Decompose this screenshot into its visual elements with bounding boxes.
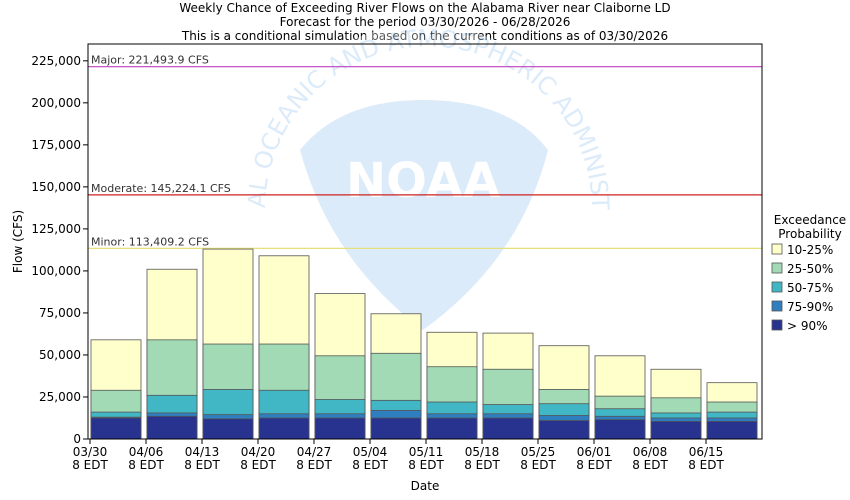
y-tick-label-1: 25,000	[39, 390, 81, 404]
bar-7-series-0	[482, 417, 534, 440]
bar-10-series-0	[650, 420, 702, 440]
y-tick-label-0: 0	[73, 432, 81, 446]
y-tick-label-6: 150,000	[31, 180, 81, 194]
plot-frame	[87, 43, 763, 440]
x-tick-label-11: 06/15	[689, 445, 724, 459]
x-tick-sublabel-4: 8 EDT	[296, 458, 332, 472]
x-tick-label-1: 04/06	[129, 445, 164, 459]
bar-8-series-0	[538, 420, 590, 440]
legend-swatch-1	[771, 262, 783, 274]
bar-9-series-0	[594, 419, 646, 440]
legend-swatch-0	[771, 243, 783, 255]
x-tick-label-3: 04/20	[241, 445, 276, 459]
legend-swatch-2	[771, 281, 783, 293]
threshold-label-0: Major: 221,493.9 CFS	[91, 54, 209, 67]
x-tick-sublabel-5: 8 EDT	[352, 458, 388, 472]
legend-title-line-1: Exceedance	[774, 213, 846, 227]
legend-label-3: 75-90%	[787, 300, 833, 314]
chart-title: Weekly Chance of Exceeding River Flows o…	[179, 1, 671, 15]
x-tick-label-9: 06/01	[577, 445, 612, 459]
legend-label-2: 50-75%	[787, 281, 833, 295]
x-tick-label-0: 03/30	[73, 445, 108, 459]
bar-6-series-0	[426, 417, 478, 440]
x-tick-sublabel-7: 8 EDT	[464, 458, 500, 472]
legend-label-4: > 90%	[787, 319, 828, 333]
x-tick-label-4: 04/27	[297, 445, 332, 459]
x-tick-sublabel-8: 8 EDT	[520, 458, 556, 472]
x-tick-sublabel-3: 8 EDT	[240, 458, 276, 472]
legend-title-line-2: Probability	[778, 227, 841, 241]
x-tick-label-7: 05/18	[465, 445, 500, 459]
threshold-label-2: Minor: 113,409.2 CFS	[91, 235, 209, 248]
y-tick-label-7: 175,000	[31, 138, 81, 152]
x-tick-label-10: 06/08	[633, 445, 668, 459]
x-tick-sublabel-11: 8 EDT	[688, 458, 724, 472]
y-tick-label-3: 75,000	[39, 306, 81, 320]
x-tick-sublabel-9: 8 EDT	[576, 458, 612, 472]
x-tick-label-5: 05/04	[353, 445, 388, 459]
bar-1-series-0	[146, 415, 198, 440]
y-tick-label-5: 125,000	[31, 222, 81, 236]
bar-3-series-0	[258, 417, 310, 440]
x-tick-label-6: 05/11	[409, 445, 444, 459]
legend-swatch-4	[771, 319, 783, 331]
noaa-logo-text: NOAA	[346, 153, 500, 209]
x-tick-sublabel-1: 8 EDT	[128, 458, 164, 472]
y-tick-label-9: 225,000	[31, 54, 81, 68]
x-tick-sublabel-10: 8 EDT	[632, 458, 668, 472]
bar-2-series-0	[202, 418, 254, 440]
legend-label-1: 25-50%	[787, 262, 833, 276]
chart-subtitle-2: This is a conditional simulation based o…	[181, 29, 669, 43]
x-axis-label: Date	[411, 479, 440, 493]
x-tick-label-2: 04/13	[185, 445, 220, 459]
bar-11-series-0	[706, 420, 758, 440]
bar-5-series-0	[370, 417, 422, 440]
y-axis-label: Flow (CFS)	[11, 210, 25, 273]
y-tick-label-4: 100,000	[31, 264, 81, 278]
x-tick-label-8: 05/25	[521, 445, 556, 459]
legend-swatch-3	[771, 300, 783, 312]
x-tick-sublabel-0: 8 EDT	[72, 458, 108, 472]
legend-label-0: 10-25%	[787, 243, 833, 257]
y-tick-label-2: 50,000	[39, 348, 81, 362]
threshold-label-1: Moderate: 145,224.1 CFS	[91, 182, 231, 195]
x-tick-sublabel-2: 8 EDT	[184, 458, 220, 472]
bar-0-series-0	[90, 417, 142, 440]
bar-4-series-0	[314, 417, 366, 440]
y-tick-label-8: 200,000	[31, 96, 81, 110]
x-tick-sublabel-6: 8 EDT	[408, 458, 444, 472]
chart-subtitle: Forecast for the period 03/30/2026 - 06/…	[279, 15, 571, 29]
